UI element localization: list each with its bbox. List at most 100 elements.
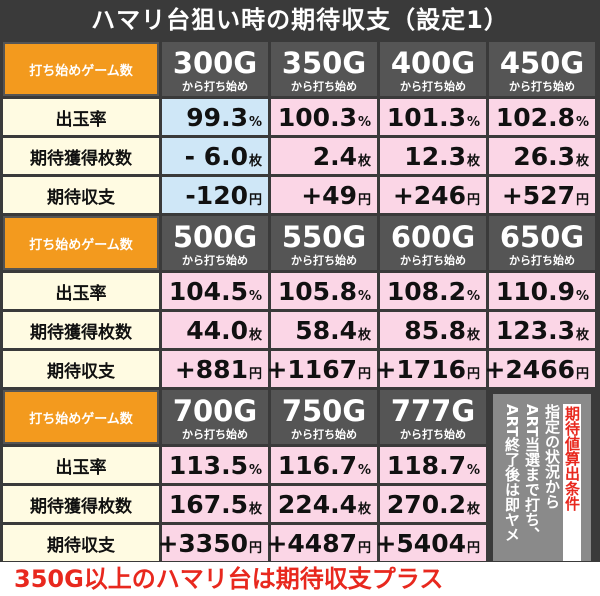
unit: %: [248, 289, 262, 304]
value-cell: 113.5%: [162, 447, 268, 483]
unit: 枚: [575, 328, 589, 343]
value-cell: +5404 円: [375, 525, 486, 561]
row-label: 期待獲得枚数: [3, 312, 159, 348]
column-subtitle: から打ち始め: [291, 80, 357, 93]
row-label: 出玉率: [3, 447, 159, 483]
row-label: 出玉率: [3, 99, 159, 135]
column-subtitle: から打ち始め: [182, 80, 248, 93]
value: 2.4: [312, 142, 357, 171]
column-header: 600G から打ち始め: [380, 216, 486, 270]
unit: %: [575, 289, 589, 304]
unit: %: [466, 115, 480, 130]
game-count: 777G: [390, 394, 476, 428]
value: 110.9: [495, 277, 575, 306]
value: 102.8: [495, 103, 575, 132]
column-subtitle: から打ち始め: [400, 254, 466, 267]
column-subtitle: から打ち始め: [182, 428, 248, 441]
column-header: 750G から打ち始め: [271, 390, 377, 444]
value: +2466: [484, 355, 575, 384]
note-line: 指定の状況から: [543, 404, 561, 509]
game-count: 300G: [172, 46, 258, 80]
unit: 円: [575, 193, 589, 208]
value-cell: 123.3 枚: [489, 312, 595, 348]
value: +1167: [266, 355, 357, 384]
title: ハマリ台狙い時の期待収支（設定1）: [0, 0, 600, 40]
row-label: 期待収支: [3, 177, 159, 213]
game-count: 500G: [172, 220, 258, 254]
value: 123.3: [495, 316, 575, 345]
value-cell: 58.4 枚: [271, 312, 377, 348]
header-label: 打ち始めゲーム数: [3, 216, 159, 270]
value-cell: +1167 円: [266, 351, 377, 387]
unit: 枚: [357, 502, 371, 517]
value-cell: 26.3 枚: [489, 138, 595, 174]
unit: %: [466, 463, 480, 478]
value-cell: 85.8 枚: [380, 312, 486, 348]
unit: 枚: [357, 328, 371, 343]
value-cell: 44.0 枚: [162, 312, 268, 348]
column-header: 700G から打ち始め: [162, 390, 268, 444]
header-label: 打ち始めゲーム数: [3, 42, 159, 96]
value-cell: 110.9%: [489, 273, 595, 309]
unit: 円: [466, 193, 480, 208]
value: 12.3: [404, 142, 466, 171]
column-header: 400G から打ち始め: [380, 42, 486, 96]
value: 105.8: [277, 277, 357, 306]
game-count: 600G: [390, 220, 476, 254]
value: +4487: [266, 529, 357, 558]
column-subtitle: から打ち始め: [400, 80, 466, 93]
unit: 円: [248, 193, 262, 208]
value: 108.2: [386, 277, 466, 306]
value-cell: +4487 円: [266, 525, 377, 561]
column-header: 500G から打ち始め: [162, 216, 268, 270]
value: 116.7: [277, 451, 357, 480]
unit: %: [248, 463, 262, 478]
column-header: 450G から打ち始め: [489, 42, 595, 96]
value: 224.4: [277, 490, 357, 519]
value: +881: [174, 355, 248, 384]
unit: 枚: [466, 502, 480, 517]
unit: 円: [357, 367, 371, 382]
value-cell: +246 円: [380, 177, 486, 213]
unit: %: [248, 115, 262, 130]
value: 167.5: [168, 490, 248, 519]
value-cell: 104.5%: [162, 273, 268, 309]
column-header: 350G から打ち始め: [271, 42, 377, 96]
row-label: 期待収支: [3, 351, 159, 387]
value: +1716: [375, 355, 466, 384]
row-label: 期待獲得枚数: [3, 138, 159, 174]
unit: 円: [357, 541, 371, 556]
value-cell: +1716 円: [375, 351, 486, 387]
game-count: 400G: [390, 46, 476, 80]
value-cell: - 6.0 枚: [162, 138, 268, 174]
value: +527: [501, 181, 575, 210]
value-cell: +3350 円: [157, 525, 268, 561]
value-cell: +527 円: [489, 177, 595, 213]
unit: %: [357, 463, 371, 478]
note-title: 期待値算出条件: [563, 404, 581, 561]
value: - 6.0: [184, 142, 248, 171]
value: +3350: [157, 529, 248, 558]
game-count: 650G: [499, 220, 585, 254]
value: +246: [392, 181, 466, 210]
value-cell: +881 円: [162, 351, 268, 387]
value: 44.0: [186, 316, 248, 345]
value: 101.3: [386, 103, 466, 132]
footer: 350G以上のハマリ台は期待収支プラス: [0, 562, 600, 596]
note-box: 期待値算出条件 指定の状況から ART当選まで打ち、 ART終了後は即ヤメ: [493, 394, 591, 561]
value-cell: +49 円: [271, 177, 377, 213]
value-cell: 12.3 枚: [380, 138, 486, 174]
value: 113.5: [168, 451, 248, 480]
column-header: 777G から打ち始め: [380, 390, 486, 444]
unit: 枚: [248, 328, 262, 343]
value: 85.8: [404, 316, 466, 345]
game-count: 750G: [281, 394, 367, 428]
value-cell: 100.3%: [271, 99, 377, 135]
column-subtitle: から打ち始め: [291, 428, 357, 441]
unit: %: [466, 289, 480, 304]
row-label: 期待収支: [3, 525, 159, 561]
unit: %: [357, 289, 371, 304]
value-cell: 116.7%: [271, 447, 377, 483]
value-cell: 2.4 枚: [271, 138, 377, 174]
